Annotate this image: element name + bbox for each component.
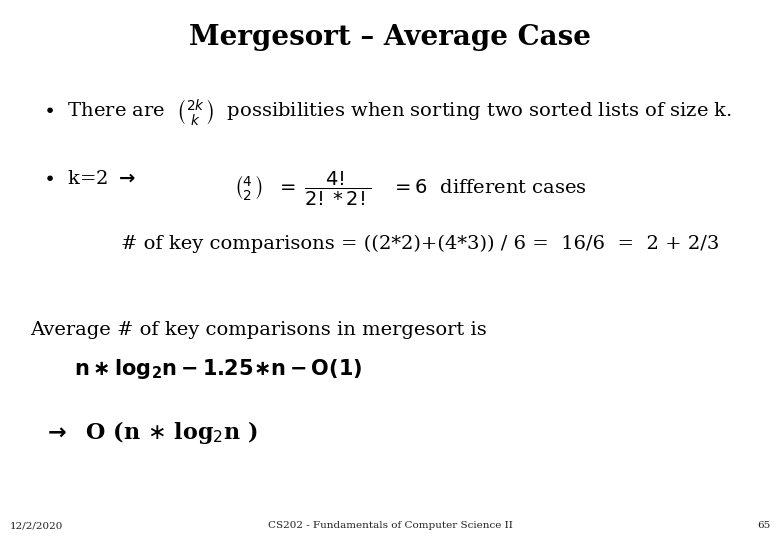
Text: 12/2/2020: 12/2/2020 (9, 521, 62, 530)
Text: CS202 - Fundamentals of Computer Science II: CS202 - Fundamentals of Computer Science… (268, 521, 512, 530)
Text: $\binom{4}{2}$  $=\;\dfrac{4!}{2!*2!}$   $= 6$  different cases: $\binom{4}{2}$ $=\;\dfrac{4!}{2!*2!}$ $=… (234, 170, 587, 208)
Text: Average # of key comparisons in mergesort is: Average # of key comparisons in mergesor… (30, 321, 487, 339)
Text: Mergesort – Average Case: Mergesort – Average Case (189, 24, 591, 51)
Text: # of key comparisons = ((2*2)+(4*3)) / 6 =  16/6  =  2 + 2/3: # of key comparisons = ((2*2)+(4*3)) / 6… (121, 235, 719, 253)
Text: $\mathbf{\rightarrow}$  O (n $\ast$ log$_2$n ): $\mathbf{\rightarrow}$ O (n $\ast$ log$_… (43, 418, 257, 445)
Text: 65: 65 (757, 521, 771, 530)
Text: $\bullet$  There are  $\binom{2k}{k}$  possibilities when sorting two sorted lis: $\bullet$ There are $\binom{2k}{k}$ poss… (43, 97, 732, 128)
Text: $\bullet$  k=2 $\mathbf{\rightarrow}$: $\bullet$ k=2 $\mathbf{\rightarrow}$ (43, 170, 136, 188)
Text: $\mathbf{n \ast log_2 n - 1.25{\ast}n - O(1)}$: $\mathbf{n \ast log_2 n - 1.25{\ast}n - … (74, 357, 363, 381)
